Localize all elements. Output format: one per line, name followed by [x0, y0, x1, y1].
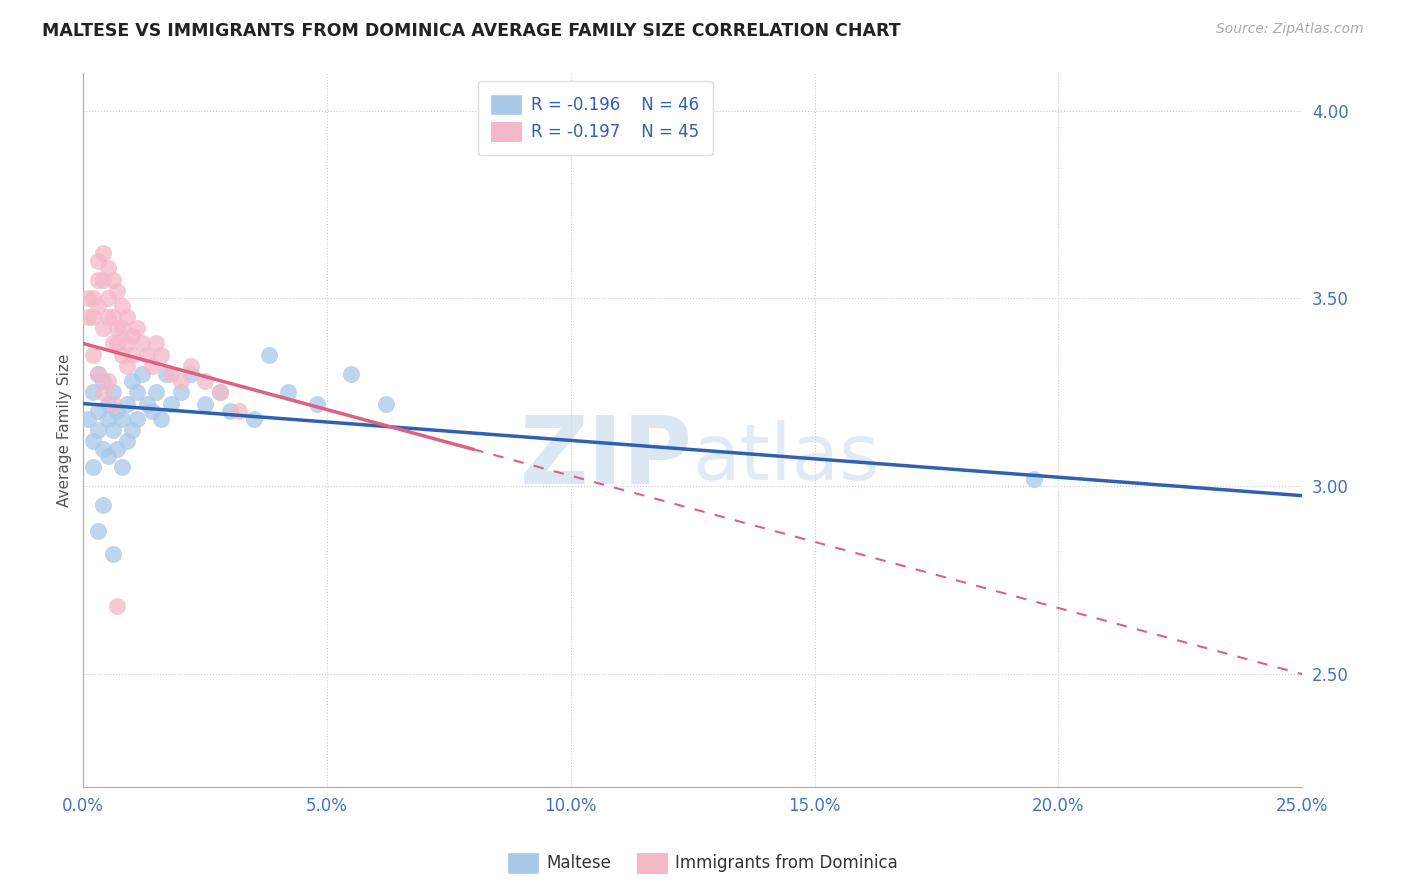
Point [160, 367, 183, 381]
Point [91, 385, 114, 400]
Point [208, 385, 231, 400]
Point [101, 272, 124, 286]
Point [77, 292, 100, 306]
Point [97, 449, 120, 463]
Point [150, 348, 173, 362]
Point [97, 261, 120, 276]
Point [115, 396, 138, 410]
Point [87, 423, 110, 437]
Point [135, 348, 157, 362]
Point [374, 396, 396, 410]
Text: ZIP: ZIP [520, 412, 693, 505]
Point [194, 396, 217, 410]
Point [87, 253, 110, 268]
Point [82, 292, 104, 306]
Point [111, 321, 134, 335]
Point [91, 374, 114, 388]
Point [87, 299, 110, 313]
Point [218, 404, 240, 418]
Point [115, 336, 138, 351]
Point [170, 385, 193, 400]
Point [125, 385, 148, 400]
Point [97, 310, 120, 325]
Point [82, 348, 104, 362]
Point [145, 336, 167, 351]
Point [82, 385, 104, 400]
Y-axis label: Average Family Size: Average Family Size [58, 353, 72, 507]
Point [115, 310, 138, 325]
Point [107, 284, 129, 298]
Point [115, 434, 138, 449]
Point [101, 547, 124, 561]
Point [77, 310, 100, 325]
Point [97, 292, 120, 306]
Legend: R = -0.196    N = 46, R = -0.197    N = 45: R = -0.196 N = 46, R = -0.197 N = 45 [478, 81, 713, 155]
Point [97, 374, 120, 388]
Point [91, 498, 114, 512]
Point [97, 411, 120, 425]
Point [91, 272, 114, 286]
Text: Source: ZipAtlas.com: Source: ZipAtlas.com [1216, 22, 1364, 37]
Point [87, 367, 110, 381]
Text: MALTESE VS IMMIGRANTS FROM DOMINICA AVERAGE FAMILY SIZE CORRELATION CHART: MALTESE VS IMMIGRANTS FROM DOMINICA AVER… [42, 22, 901, 40]
Point [107, 336, 129, 351]
Point [228, 404, 250, 418]
Point [141, 359, 163, 373]
Point [121, 374, 143, 388]
Point [243, 411, 266, 425]
Point [131, 367, 153, 381]
Point [111, 299, 134, 313]
Point [125, 411, 148, 425]
Point [87, 404, 110, 418]
Point [160, 396, 183, 410]
Point [87, 367, 110, 381]
Point [101, 423, 124, 437]
Point [87, 524, 110, 539]
Point [121, 348, 143, 362]
Text: atlas: atlas [693, 420, 880, 497]
Point [180, 359, 202, 373]
Legend: Maltese, Immigrants from Dominica: Maltese, Immigrants from Dominica [502, 847, 904, 880]
Point [145, 385, 167, 400]
Point [208, 385, 231, 400]
Point [155, 367, 177, 381]
Point [82, 310, 104, 325]
Point [101, 396, 124, 410]
Point [97, 396, 120, 410]
Point [87, 272, 110, 286]
Point [115, 359, 138, 373]
Point [307, 396, 329, 410]
Point [125, 321, 148, 335]
Point [107, 321, 129, 335]
Point [111, 411, 134, 425]
Point [82, 434, 104, 449]
Point [135, 396, 157, 410]
Point [194, 374, 217, 388]
Point [141, 404, 163, 418]
Point [77, 411, 100, 425]
Point [121, 423, 143, 437]
Point [150, 411, 173, 425]
Point [340, 367, 363, 381]
Point [131, 336, 153, 351]
Point [170, 374, 193, 388]
Point [91, 442, 114, 456]
Point [111, 460, 134, 475]
Point [107, 404, 129, 418]
Point [180, 367, 202, 381]
Point [111, 348, 134, 362]
Point [107, 442, 129, 456]
Point [101, 385, 124, 400]
Point [257, 348, 280, 362]
Point [82, 460, 104, 475]
Point [101, 310, 124, 325]
Point [107, 599, 129, 614]
Point [277, 385, 299, 400]
Point [1022, 472, 1045, 486]
Point [91, 321, 114, 335]
Point [101, 336, 124, 351]
Point [121, 329, 143, 343]
Point [91, 246, 114, 260]
